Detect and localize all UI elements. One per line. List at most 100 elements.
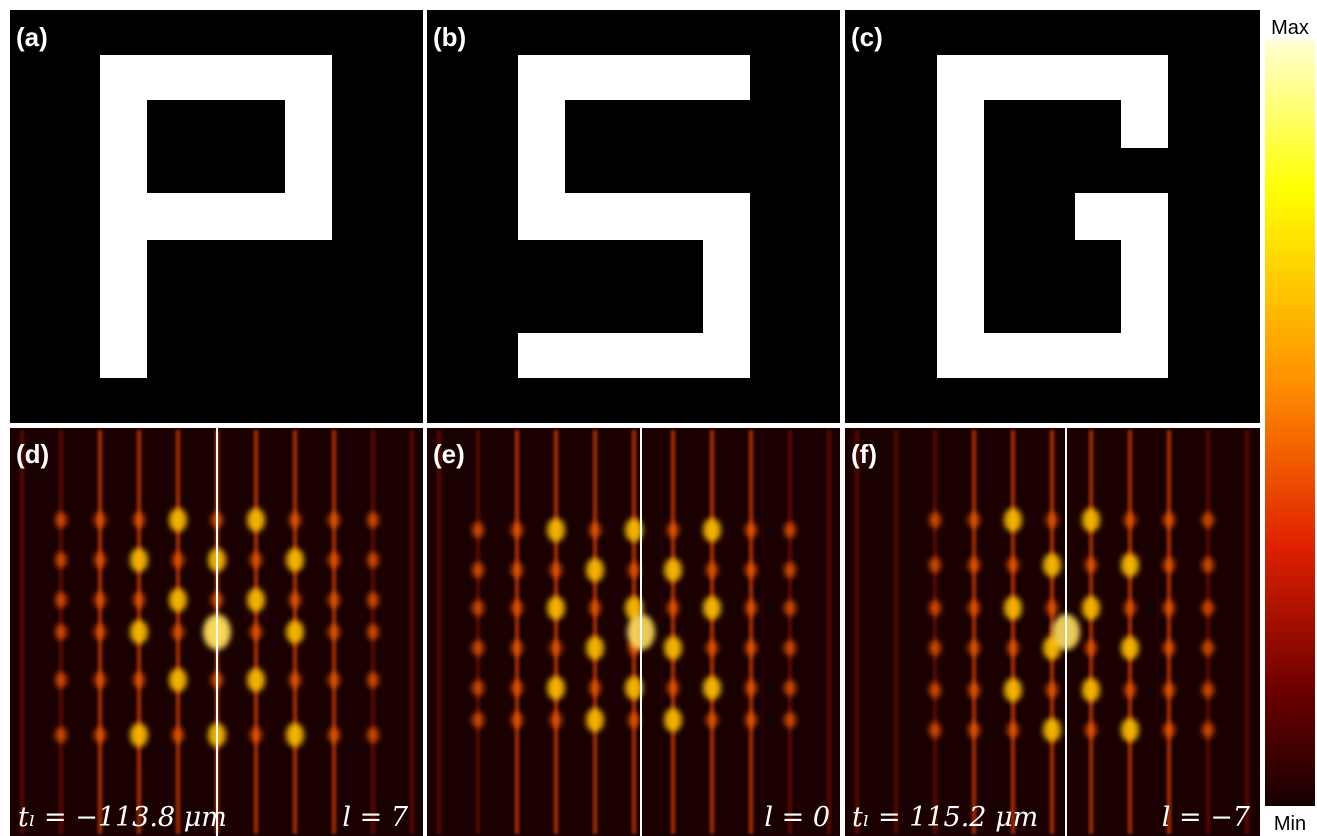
speckle	[968, 640, 980, 656]
speckle	[1163, 557, 1175, 573]
speckle	[628, 562, 640, 578]
speckle	[586, 558, 604, 582]
speckle	[706, 712, 718, 728]
colorbar-max: Max	[1271, 17, 1309, 39]
speckle	[1085, 557, 1097, 573]
speckle	[247, 588, 265, 612]
speckle	[247, 668, 265, 692]
speckle	[367, 512, 379, 528]
speckle	[1085, 640, 1097, 656]
panel-label: (b)	[433, 22, 466, 52]
speckle	[1121, 636, 1139, 660]
speckle	[1082, 508, 1100, 532]
speckle	[929, 682, 941, 698]
speckle	[20, 430, 24, 834]
speckle	[968, 557, 980, 573]
speckle	[929, 512, 941, 528]
speckle	[706, 640, 718, 656]
speckle	[1121, 718, 1139, 742]
speckle	[328, 624, 340, 640]
speckle	[929, 640, 941, 656]
speckle	[328, 727, 340, 743]
speckle	[1082, 678, 1100, 702]
speckle	[784, 562, 796, 578]
speckle	[172, 727, 184, 743]
speckle	[586, 636, 604, 660]
speckle	[133, 672, 145, 688]
speckle	[437, 430, 441, 834]
speckle	[1206, 430, 1210, 834]
speckle	[972, 430, 976, 834]
order-note: l = −7	[1162, 802, 1251, 833]
speckle	[472, 522, 484, 538]
speckle	[367, 624, 379, 640]
speckle	[250, 624, 262, 640]
speckle	[515, 430, 519, 834]
speckle	[94, 672, 106, 688]
speckle	[1007, 557, 1019, 573]
speckle	[130, 723, 148, 747]
speckle	[169, 668, 187, 692]
speckle	[328, 512, 340, 528]
speckle	[1007, 722, 1019, 738]
speckle	[169, 588, 187, 612]
speckle	[94, 592, 106, 608]
speckle	[1202, 722, 1214, 738]
speckle	[929, 557, 941, 573]
speckle	[589, 522, 601, 538]
speckle	[172, 552, 184, 568]
speckle	[1004, 678, 1022, 702]
speckle	[1046, 512, 1058, 528]
speckle	[1202, 512, 1214, 528]
speckle	[286, 723, 304, 747]
speckle	[247, 508, 265, 532]
speckle	[367, 552, 379, 568]
speckle	[703, 518, 721, 542]
speckle	[784, 600, 796, 616]
speckle	[1128, 430, 1132, 834]
speckle	[511, 562, 523, 578]
speckle	[628, 712, 640, 728]
speckle	[94, 512, 106, 528]
speckle	[476, 430, 480, 834]
speckle	[286, 548, 304, 572]
speckle	[472, 680, 484, 696]
speckle	[968, 682, 980, 698]
speckle	[55, 592, 67, 608]
speckle	[55, 672, 67, 688]
speckle	[894, 430, 898, 834]
speckle	[55, 512, 67, 528]
order-note: l = 0	[764, 802, 830, 833]
speckle	[968, 512, 980, 528]
panel-label: (a)	[16, 22, 48, 52]
speckle	[550, 712, 562, 728]
speckle	[1121, 553, 1139, 577]
speckle	[511, 640, 523, 656]
speckle	[664, 636, 682, 660]
speckle	[367, 672, 379, 688]
speckle	[1004, 508, 1022, 532]
speckle	[1007, 640, 1019, 656]
order-note: l = 7	[342, 802, 408, 833]
speckle	[745, 640, 757, 656]
speckle	[94, 624, 106, 640]
speckle	[1082, 596, 1100, 620]
speckle	[289, 672, 301, 688]
speckle	[130, 620, 148, 644]
speckle	[511, 712, 523, 728]
speckle	[472, 712, 484, 728]
colorbar	[1265, 10, 1315, 836]
speckle	[745, 712, 757, 728]
speckle	[367, 592, 379, 608]
speckle	[328, 552, 340, 568]
speckle	[133, 512, 145, 528]
speckle	[667, 522, 679, 538]
speckle	[933, 430, 937, 834]
speckle	[367, 727, 379, 743]
speckle	[745, 680, 757, 696]
speckle	[1043, 718, 1061, 742]
speckle	[671, 430, 675, 834]
speckle	[1163, 600, 1175, 616]
speckle	[511, 522, 523, 538]
speckle	[547, 676, 565, 700]
